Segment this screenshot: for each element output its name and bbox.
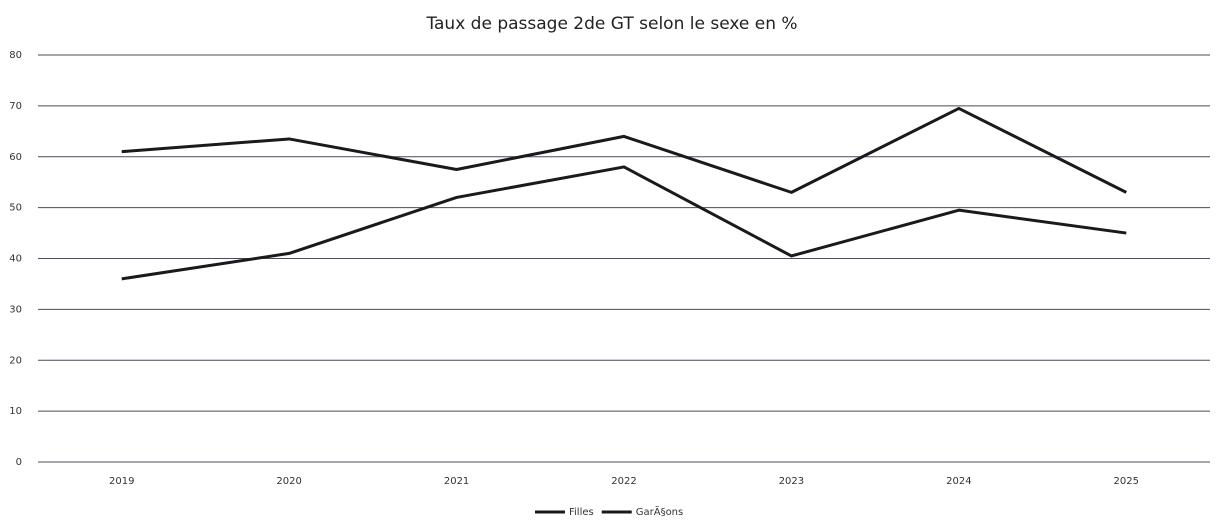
y-tick-label: 80 (9, 50, 22, 61)
legend-label: Filles (569, 507, 594, 518)
series-line (121, 106, 1127, 194)
y-tick-label: 30 (9, 304, 22, 315)
x-tick-label: 2021 (444, 476, 469, 487)
x-tick-label: 2020 (276, 476, 301, 487)
y-tick-label: 50 (9, 203, 22, 214)
series-line (121, 165, 1127, 281)
y-tick-label: 10 (9, 406, 22, 417)
x-tick-label: 2022 (611, 476, 636, 487)
y-tick-label: 60 (9, 152, 22, 163)
x-tick-label: 2024 (946, 476, 971, 487)
y-tick-label: 40 (9, 254, 22, 265)
legend-label: GarÃ§ons (636, 505, 684, 518)
y-tick-label: 0 (16, 457, 22, 468)
x-tick-label: 2025 (1114, 476, 1139, 487)
y-tick-label: 20 (9, 355, 22, 366)
chart-title: Taux de passage 2de GT selon le sexe en … (425, 14, 797, 34)
x-tick-label: 2019 (109, 476, 134, 487)
x-tick-label: 2023 (779, 476, 804, 487)
y-tick-label: 70 (9, 101, 22, 112)
